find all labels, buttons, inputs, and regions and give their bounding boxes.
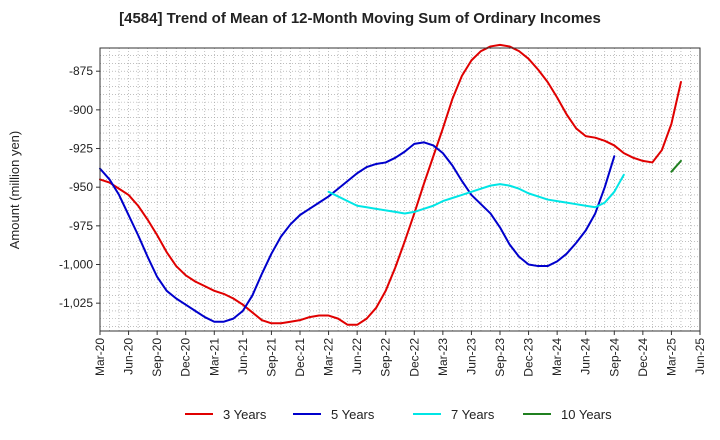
x-tick-label: Mar-24 (550, 338, 564, 376)
y-tick-label: -975 (69, 219, 93, 233)
legend-label: 3 Years (223, 407, 267, 422)
x-tick-label: Dec-21 (293, 338, 307, 377)
x-tick-label: Jun-20 (122, 338, 136, 375)
legend-label: 5 Years (331, 407, 375, 422)
series-line-5-years (99, 141, 616, 323)
x-tick-label: Sep-23 (493, 338, 507, 377)
chart-title: [4584] Trend of Mean of 12-Month Moving … (119, 10, 601, 27)
plot-frame (99, 47, 701, 332)
x-tick-label: Jun-22 (350, 338, 364, 375)
x-tick-label: Jun-23 (464, 338, 478, 375)
y-tick-label: -875 (69, 64, 93, 78)
x-tick-label: Sep-22 (379, 338, 393, 377)
y-tick-label: -950 (69, 180, 93, 194)
plot-background (100, 48, 700, 331)
x-tick-label: Mar-20 (93, 338, 107, 376)
series-lines (99, 43, 682, 326)
y-axis-ticks: -875 -900 -925 -950 -975 -1,000 -1,025 (59, 64, 100, 310)
x-tick-label: Jun-21 (236, 338, 250, 375)
x-tick-label: Dec-24 (636, 338, 650, 377)
y-tick-label: -1,025 (59, 296, 93, 310)
series-line-7-years (327, 173, 625, 215)
x-tick-label: Sep-20 (150, 338, 164, 377)
x-tick-label: Dec-23 (522, 338, 536, 377)
x-axis-ticks: Mar-20 Jun-20 Sep-20 Dec-20 Mar-21 Jun-21 Sep-… (93, 331, 707, 377)
y-axis-title: Amount (million yen) (7, 131, 22, 250)
x-tick-label: Mar-21 (207, 338, 221, 376)
legend-label: 7 Years (451, 407, 495, 422)
series-line-3-years (99, 43, 682, 326)
x-tick-label: Mar-22 (322, 338, 336, 376)
x-tick-label: Jun-24 (579, 338, 593, 375)
x-tick-label: Sep-21 (264, 338, 278, 377)
x-tick-label: Jun-25 (693, 338, 707, 375)
series-line-10-years (670, 159, 682, 173)
y-tick-label: -900 (69, 103, 93, 117)
legend-label: 10 Years (561, 407, 612, 422)
x-tick-label: Sep-24 (607, 338, 621, 377)
y-tick-label: -1,000 (59, 258, 93, 272)
x-tick-label: Mar-25 (664, 338, 678, 376)
x-tick-label: Dec-20 (179, 338, 193, 377)
x-tick-label: Mar-23 (436, 338, 450, 376)
y-tick-label: -925 (69, 142, 93, 156)
gridlines (100, 48, 700, 331)
legend: 3 Years 5 Years 7 Years 10 Years (185, 407, 612, 422)
x-tick-label: Dec-22 (407, 338, 421, 377)
